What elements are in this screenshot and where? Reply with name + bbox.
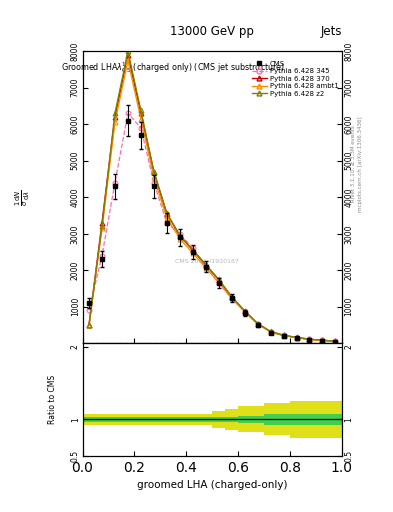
Pythia 6.428 370: [307, 336, 312, 343]
Pythia 6.428 ambt1: [216, 279, 221, 285]
Pythia 6.428 370: [230, 294, 234, 300]
Pythia 6.428 345: [333, 338, 338, 345]
Pythia 6.428 345: [152, 180, 156, 186]
Pythia 6.428 ambt1: [242, 309, 247, 315]
Pythia 6.428 370: [268, 329, 273, 335]
Pythia 6.428 ambt1: [307, 336, 312, 343]
Pythia 6.428 370: [255, 321, 260, 327]
Pythia 6.428 370: [152, 168, 156, 175]
Pythia 6.428 z2: [320, 337, 325, 343]
Pythia 6.428 z2: [126, 48, 130, 54]
Pythia 6.428 ambt1: [204, 265, 208, 271]
Pythia 6.428 370: [204, 262, 208, 268]
Pythia 6.428 z2: [307, 336, 312, 343]
Pythia 6.428 z2: [113, 110, 118, 116]
Pythia 6.428 ambt1: [230, 295, 234, 301]
Pythia 6.428 370: [320, 337, 325, 343]
X-axis label: groomed LHA (charged-only): groomed LHA (charged-only): [137, 480, 287, 490]
Pythia 6.428 z2: [100, 223, 105, 229]
Pythia 6.428 ambt1: [191, 250, 195, 256]
Pythia 6.428 345: [191, 245, 195, 251]
Pythia 6.428 370: [113, 114, 118, 120]
Pythia 6.428 ambt1: [113, 119, 118, 125]
Pythia 6.428 370: [191, 247, 195, 253]
Pythia 6.428 z2: [204, 262, 208, 268]
Pythia 6.428 z2: [152, 168, 156, 175]
Pythia 6.428 345: [255, 321, 260, 327]
Pythia 6.428 ambt1: [333, 338, 338, 345]
Text: Rivet 3.1.10, ≥ 3.3M events: Rivet 3.1.10, ≥ 3.3M events: [351, 125, 356, 202]
Y-axis label: $\frac{1}{\sigma}\frac{\mathrm{d}N}{\mathrm{d}\lambda}$: $\frac{1}{\sigma}\frac{\mathrm{d}N}{\mat…: [14, 189, 32, 206]
Pythia 6.428 370: [178, 232, 182, 239]
Text: 13000 GeV pp: 13000 GeV pp: [170, 26, 254, 38]
Pythia 6.428 ambt1: [86, 322, 91, 328]
Pythia 6.428 345: [216, 280, 221, 286]
Pythia 6.428 z2: [268, 328, 273, 334]
Text: mcplots.cern.ch [arXiv:1306.3436]: mcplots.cern.ch [arXiv:1306.3436]: [358, 116, 363, 211]
Pythia 6.428 345: [139, 125, 143, 131]
Line: Pythia 6.428 370: Pythia 6.428 370: [86, 52, 338, 344]
Line: Pythia 6.428 z2: Pythia 6.428 z2: [86, 49, 338, 344]
Pythia 6.428 ambt1: [178, 236, 182, 242]
Pythia 6.428 370: [294, 334, 299, 340]
Pythia 6.428 345: [268, 329, 273, 335]
Pythia 6.428 345: [204, 264, 208, 270]
Pythia 6.428 345: [126, 110, 130, 116]
Pythia 6.428 345: [86, 307, 91, 313]
Line: Pythia 6.428 345: Pythia 6.428 345: [86, 111, 338, 344]
Pythia 6.428 z2: [230, 294, 234, 300]
Pythia 6.428 345: [230, 295, 234, 302]
Pythia 6.428 370: [216, 276, 221, 283]
Pythia 6.428 z2: [164, 210, 169, 217]
Pythia 6.428 ambt1: [320, 337, 325, 344]
Y-axis label: Ratio to CMS: Ratio to CMS: [48, 375, 57, 424]
Pythia 6.428 370: [242, 308, 247, 314]
Pythia 6.428 370: [126, 52, 130, 58]
Pythia 6.428 345: [242, 309, 247, 315]
Text: Groomed LHA$\lambda^{1}_{0.5}$ (charged only) (CMS jet substructure): Groomed LHA$\lambda^{1}_{0.5}$ (charged …: [61, 60, 285, 75]
Pythia 6.428 345: [307, 336, 312, 343]
Pythia 6.428 z2: [191, 247, 195, 253]
Pythia 6.428 370: [333, 338, 338, 345]
Pythia 6.428 370: [139, 110, 143, 116]
Pythia 6.428 370: [281, 332, 286, 338]
Pythia 6.428 370: [86, 322, 91, 328]
Pythia 6.428 z2: [281, 332, 286, 338]
Pythia 6.428 ambt1: [126, 57, 130, 63]
Pythia 6.428 z2: [178, 232, 182, 238]
Pythia 6.428 z2: [139, 108, 143, 114]
Pythia 6.428 345: [113, 180, 118, 186]
Pythia 6.428 ambt1: [294, 334, 299, 340]
Pythia 6.428 345: [294, 334, 299, 340]
Pythia 6.428 370: [100, 220, 105, 226]
Pythia 6.428 ambt1: [152, 174, 156, 180]
Pythia 6.428 345: [178, 231, 182, 237]
Legend: CMS, Pythia 6.428 345, Pythia 6.428 370, Pythia 6.428 ambt1, Pythia 6.428 z2: CMS, Pythia 6.428 345, Pythia 6.428 370,…: [250, 59, 340, 98]
Pythia 6.428 345: [320, 337, 325, 344]
Text: CMS 2014_I1920187: CMS 2014_I1920187: [175, 259, 239, 264]
Pythia 6.428 345: [281, 332, 286, 338]
Pythia 6.428 z2: [86, 322, 91, 328]
Pythia 6.428 z2: [333, 338, 338, 345]
Pythia 6.428 345: [164, 220, 169, 226]
Pythia 6.428 ambt1: [100, 225, 105, 231]
Pythia 6.428 z2: [216, 276, 221, 283]
Line: Pythia 6.428 ambt1: Pythia 6.428 ambt1: [86, 58, 338, 344]
Pythia 6.428 z2: [255, 321, 260, 327]
Pythia 6.428 ambt1: [164, 215, 169, 221]
Pythia 6.428 ambt1: [139, 116, 143, 122]
Pythia 6.428 z2: [294, 334, 299, 340]
Pythia 6.428 370: [164, 210, 169, 217]
Pythia 6.428 z2: [242, 308, 247, 314]
Text: Jets: Jets: [320, 26, 342, 38]
Pythia 6.428 ambt1: [268, 329, 273, 335]
Pythia 6.428 345: [100, 252, 105, 259]
Pythia 6.428 ambt1: [255, 321, 260, 327]
Pythia 6.428 ambt1: [281, 332, 286, 338]
